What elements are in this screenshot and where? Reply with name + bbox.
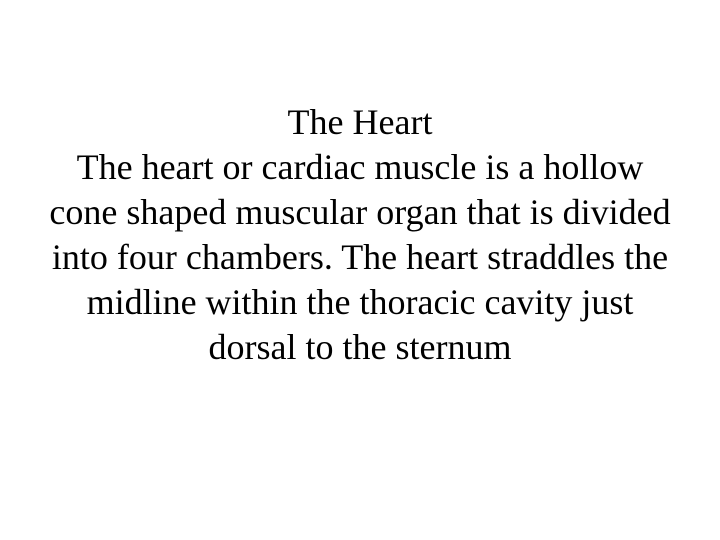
slide-title: The Heart: [288, 100, 433, 145]
slide-body-text: The heart or cardiac muscle is a hollow …: [40, 145, 680, 370]
